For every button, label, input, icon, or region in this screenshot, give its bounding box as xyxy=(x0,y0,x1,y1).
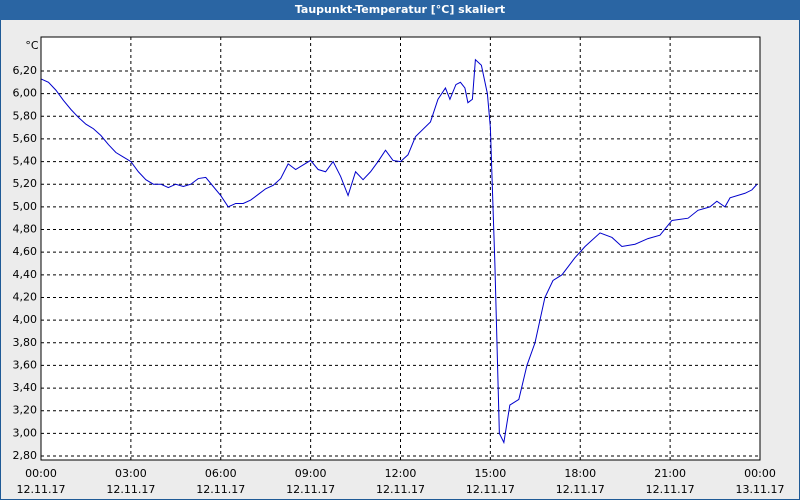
y-tick-label: 3,40 xyxy=(13,381,38,394)
x-tick-label: 00:00 xyxy=(25,467,57,480)
y-tick-label: 4,80 xyxy=(13,223,38,236)
y-tick-label: 5,40 xyxy=(13,155,38,168)
x-tick-date: 12.11.17 xyxy=(376,483,425,496)
x-tick-date: 12.11.17 xyxy=(17,483,66,496)
y-tick-label: 5,00 xyxy=(13,200,38,213)
chart-title: Taupunkt-Temperatur [°C] skaliert xyxy=(295,3,505,16)
data-line xyxy=(40,58,758,445)
y-tick-label: 6,20 xyxy=(13,64,38,77)
x-tick-date: 12.11.17 xyxy=(646,483,695,496)
y-unit: °C xyxy=(25,39,39,52)
x-tick-date: 13.11.17 xyxy=(736,483,785,496)
x-tick-date: 12.11.17 xyxy=(556,483,605,496)
x-tick-label: 06:00 xyxy=(205,467,237,480)
y-tick-label: 5,80 xyxy=(13,109,38,122)
x-tick-label: 18:00 xyxy=(564,467,596,480)
x-tick-label: 21:00 xyxy=(654,467,686,480)
y-tick-label: 5,20 xyxy=(13,177,38,190)
x-tick-label: 15:00 xyxy=(475,467,507,480)
y-tick-label: 3,20 xyxy=(13,404,38,417)
y-tick-label: 2,80 xyxy=(13,449,38,462)
x-tick-date: 12.11.17 xyxy=(466,483,515,496)
y-tick-label: 4,20 xyxy=(13,290,38,303)
title-bar xyxy=(0,0,800,20)
x-tick-date: 12.11.17 xyxy=(106,483,155,496)
x-tick-label: 03:00 xyxy=(115,467,147,480)
x-tick-label: 09:00 xyxy=(295,467,327,480)
y-tick-label: 3,80 xyxy=(13,336,38,349)
x-tick-label: 00:00 xyxy=(744,467,776,480)
y-tick-label: 3,60 xyxy=(13,358,38,371)
y-tick-label: 6,00 xyxy=(13,87,38,100)
y-tick-label: 4,40 xyxy=(13,268,38,281)
x-tick-label: 12:00 xyxy=(385,467,417,480)
y-tick-label: 5,60 xyxy=(13,132,38,145)
y-tick-label: 4,60 xyxy=(13,245,38,258)
x-tick-date: 12.11.17 xyxy=(286,483,335,496)
y-tick-label: 4,00 xyxy=(13,313,38,326)
y-tick-label: 3,00 xyxy=(13,426,38,439)
x-tick-date: 12.11.17 xyxy=(196,483,245,496)
plot-border xyxy=(40,36,761,461)
